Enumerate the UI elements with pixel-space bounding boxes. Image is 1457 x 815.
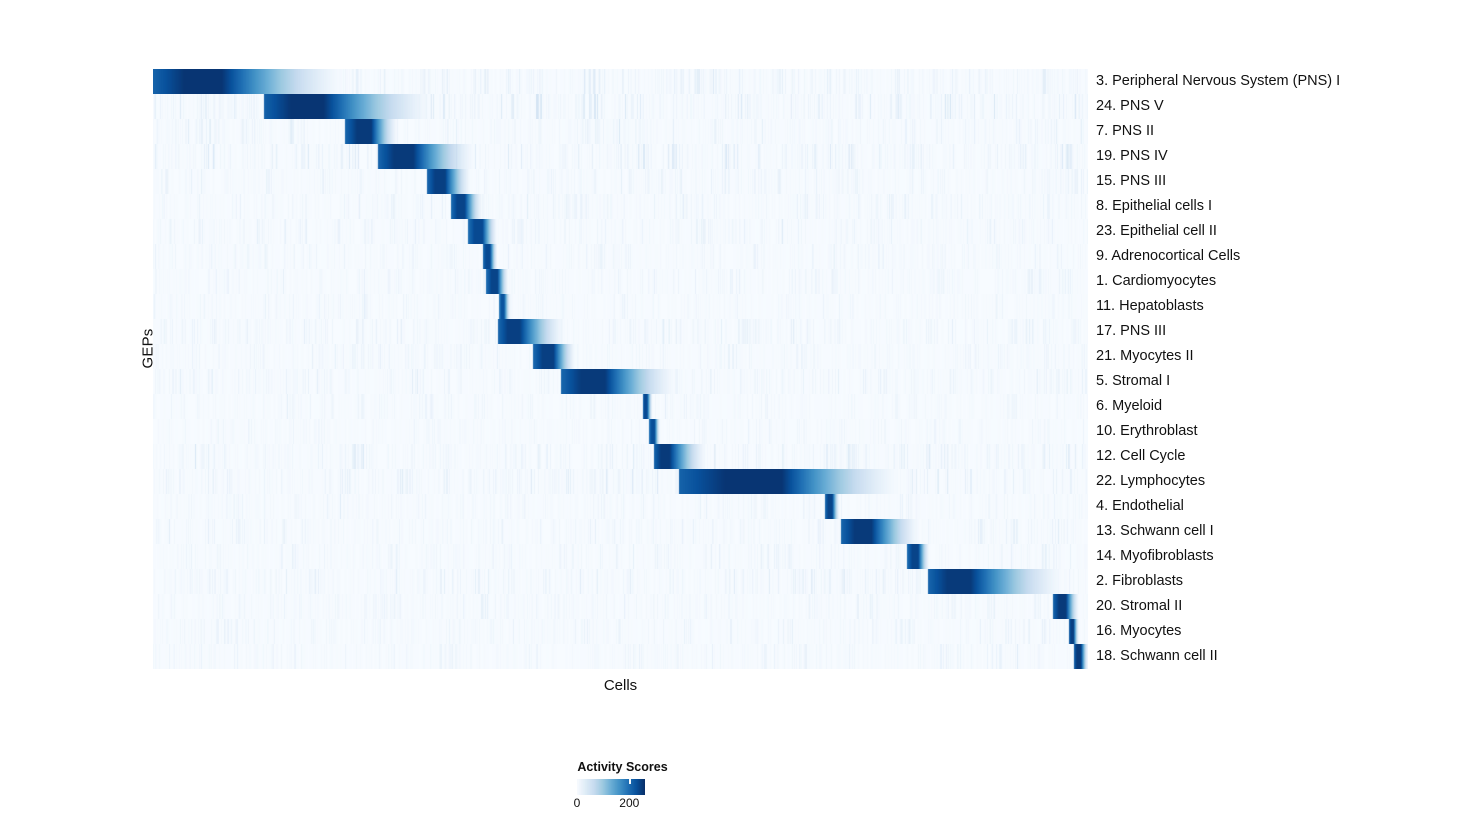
gep-row-label: 11. Hepatoblasts [1096, 298, 1204, 314]
heatmap-row [153, 494, 1088, 519]
heatmap-plot-area [153, 69, 1088, 669]
gep-row-label: 21. Myocytes II [1096, 348, 1194, 364]
heatmap-row-cells [153, 169, 1088, 194]
heatmap-row-cells [153, 344, 1088, 369]
gep-row-label: 14. Myofibroblasts [1096, 548, 1214, 564]
heatmap-row-cells [153, 194, 1088, 219]
gep-row-label: 8. Epithelial cells I [1096, 198, 1213, 214]
gep-row-label: 20. Stromal II [1096, 598, 1183, 614]
gep-row-label-list: 3. Peripheral Nervous System (PNS) I 24. … [1096, 69, 1446, 669]
gep-row-label: 1. Cardiomyocytes [1096, 273, 1217, 289]
gep-row-label: 19. PNS IV [1096, 148, 1168, 164]
heatmap-row-cells [153, 594, 1088, 619]
gep-row-label: 18. Schwann cell II [1096, 648, 1218, 664]
heatmap-row [153, 419, 1088, 444]
heatmap-row-cells [153, 244, 1088, 269]
colorbar-title: Activity Scores [577, 760, 668, 774]
heatmap-row-cells [153, 519, 1088, 544]
heatmap-row [153, 594, 1088, 619]
heatmap-row [153, 469, 1088, 494]
gep-row-label: 4. Endothelial [1096, 498, 1184, 514]
heatmap-row [153, 244, 1088, 269]
heatmap-row-cells [153, 569, 1088, 594]
heatmap-row [153, 269, 1088, 294]
gep-row-label: 17. PNS III [1096, 323, 1167, 339]
gep-row-label: 10. Erythroblast [1096, 423, 1198, 439]
colorbar-tick [577, 779, 579, 784]
gep-row-label: 9. Adrenocortical Cells [1096, 248, 1241, 264]
heatmap-row-cells [153, 394, 1088, 419]
gep-row-label: 12. Cell Cycle [1096, 448, 1186, 464]
gep-row-label: 3. Peripheral Nervous System (PNS) I [1096, 73, 1341, 89]
gep-row-label: 6. Myeloid [1096, 398, 1163, 414]
heatmap-row [153, 319, 1088, 344]
gep-row-label: 24. PNS V [1096, 98, 1164, 114]
gep-row-label: 23. Epithelial cell II [1096, 223, 1217, 239]
gep-row-label: 13. Schwann cell I [1096, 523, 1214, 539]
heatmap-row-cells [153, 219, 1088, 244]
gep-row-label: 16. Myocytes [1096, 623, 1182, 639]
heatmap-row-cells [153, 419, 1088, 444]
heatmap-row [153, 94, 1088, 119]
gep-row-label: 15. PNS III [1096, 173, 1167, 189]
heatmap-row-cells [153, 94, 1088, 119]
heatmap-row [153, 169, 1088, 194]
gep-row-label: 5. Stromal I [1096, 373, 1171, 389]
heatmap-row [153, 544, 1088, 569]
colorbar-tick-label: 200 [619, 796, 640, 810]
heatmap-row [153, 394, 1088, 419]
heatmap-row-cells [153, 444, 1088, 469]
gep-row-label: 2. Fibroblasts [1096, 573, 1184, 589]
heatmap-row-cells [153, 69, 1088, 94]
heatmap-row-cells [153, 469, 1088, 494]
colorbar-legend: Activity Scores 0 200 [520, 760, 760, 812]
heatmap-row [153, 619, 1088, 644]
heatmap-row-cells [153, 644, 1088, 669]
heatmap-row-cells [153, 119, 1088, 144]
heatmap-row-cells [153, 494, 1088, 519]
heatmap-row [153, 144, 1088, 169]
heatmap-row [153, 519, 1088, 544]
heatmap-row [153, 644, 1088, 669]
heatmap-row-cells [153, 144, 1088, 169]
gep-row-label: 7. PNS II [1096, 123, 1155, 139]
colorbar-tick-label: 0 [573, 796, 581, 810]
heatmap-row [153, 369, 1088, 394]
heatmap-row [153, 444, 1088, 469]
x-axis-label: Cells [603, 677, 638, 694]
heatmap-row [153, 69, 1088, 94]
gep-row-label: 22. Lymphocytes [1096, 473, 1206, 489]
heatmap-row [153, 219, 1088, 244]
heatmap-row-cells [153, 294, 1088, 319]
heatmap-row-cells [153, 319, 1088, 344]
colorbar-bar-wrap [577, 779, 645, 795]
heatmap-row [153, 119, 1088, 144]
colorbar-tick [629, 779, 631, 784]
colorbar-canvas [577, 779, 645, 795]
heatmap-row [153, 344, 1088, 369]
heatmap-row-cells [153, 269, 1088, 294]
colorbar-gradient [577, 779, 645, 795]
heatmap-row-cells [153, 369, 1088, 394]
heatmap-row [153, 294, 1088, 319]
heatmap-row-cells [153, 619, 1088, 644]
heatmap-row [153, 569, 1088, 594]
heatmap-row-cells [153, 544, 1088, 569]
heatmap-row [153, 194, 1088, 219]
